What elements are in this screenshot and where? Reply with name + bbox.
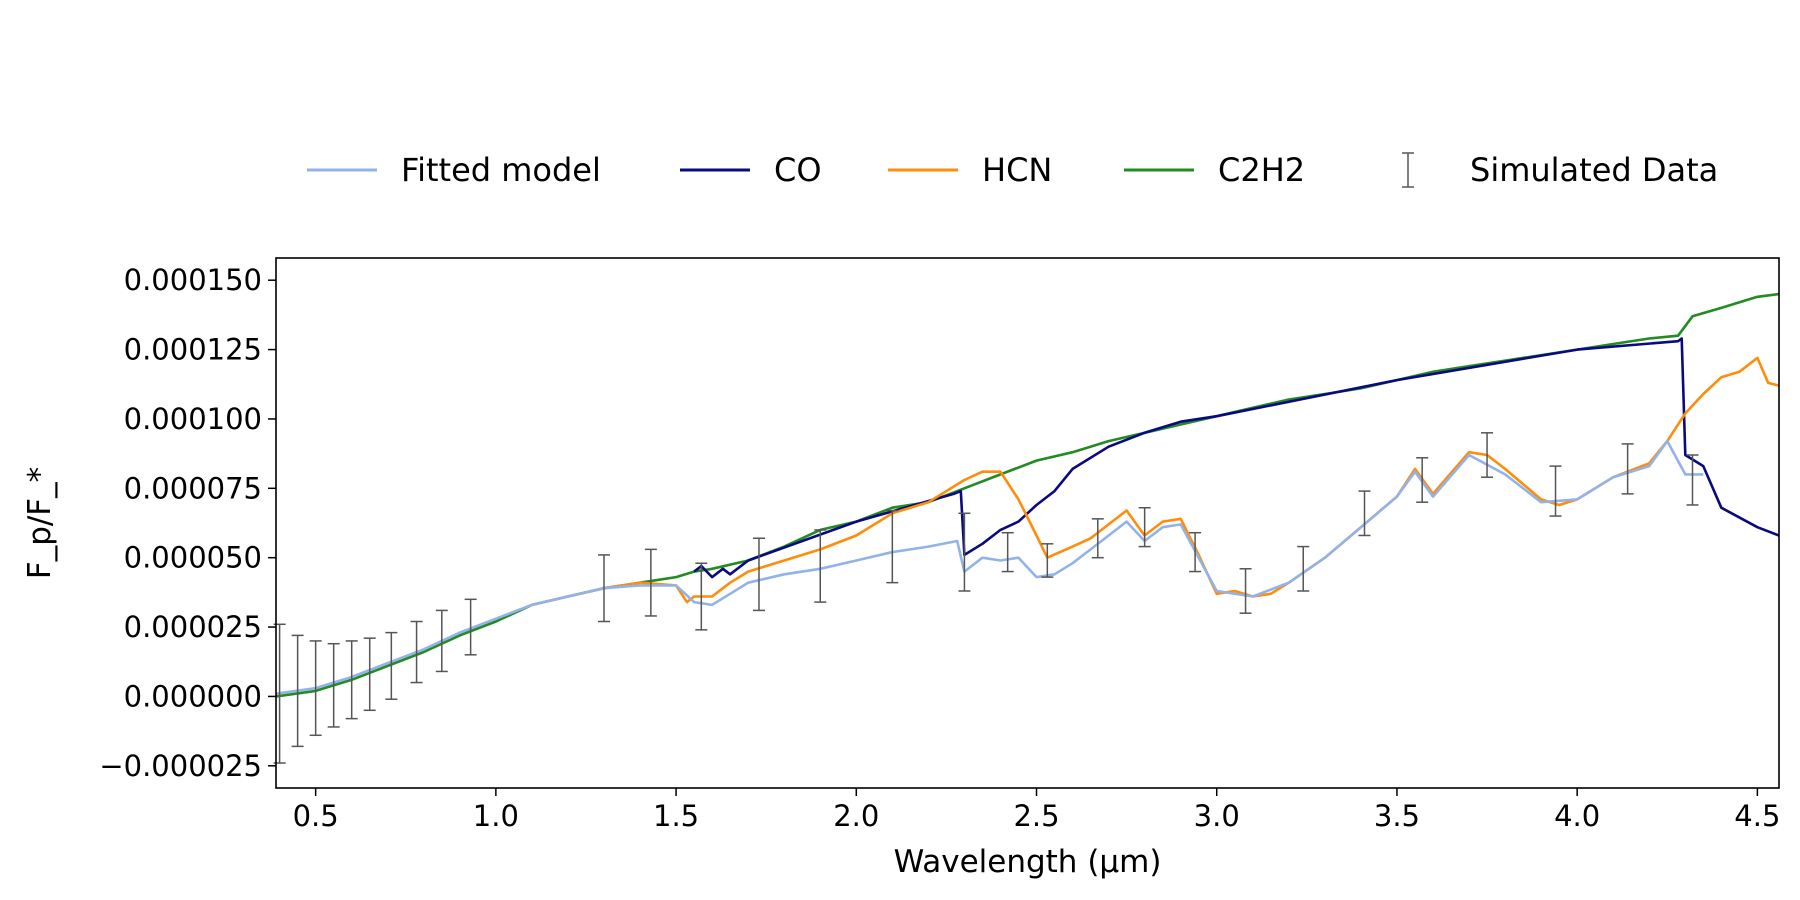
x-axis-label: Wavelength (μm) [894, 844, 1162, 880]
y-tick-label: 0.000125 [124, 333, 262, 367]
error-bar [435, 609, 448, 673]
legend-label: Simulated Data [1470, 151, 1718, 189]
error-bar [363, 637, 376, 712]
error-bar [1239, 568, 1252, 614]
y-tick-label: 0.000050 [124, 541, 262, 575]
error-bar [958, 512, 971, 592]
error-bar [597, 554, 610, 623]
error-bar [695, 562, 708, 631]
error-bar [1481, 432, 1494, 478]
error-bar [1091, 518, 1104, 559]
error-bar [410, 620, 423, 684]
legend-label: C2H2 [1218, 151, 1305, 189]
error-bar [1416, 457, 1429, 503]
error-bar [1358, 490, 1371, 537]
axes-frame [275, 257, 1780, 789]
plot-area [276, 292, 1779, 698]
error-bar [1189, 531, 1202, 573]
x-tick-label: 3.5 [1374, 799, 1420, 833]
error-bar [464, 598, 477, 656]
series-line-co [693, 337, 1779, 579]
x-tick-label: 2.5 [1013, 799, 1059, 833]
error-bar [1138, 506, 1151, 548]
x-tick-label: 1.5 [653, 799, 699, 833]
error-bar [385, 631, 398, 700]
y-tick-label: 0.000025 [124, 610, 262, 644]
legend-item: HCN [888, 151, 1052, 189]
y-tick-label: 0.000000 [124, 679, 262, 713]
legend-label: Fitted model [401, 151, 601, 189]
error-bar [345, 640, 358, 720]
x-tick-label: 4.0 [1554, 799, 1600, 833]
error-bar [327, 642, 340, 728]
y-tick-label: 0.000150 [124, 263, 262, 297]
x-tick-label: 4.5 [1734, 799, 1780, 833]
legend-item: Fitted model [307, 151, 601, 189]
y-axis: −0.000025 0.000000 0.000025 0.000050 0.00007… [99, 263, 276, 783]
x-tick-label: 1.0 [473, 799, 519, 833]
error-bar [1549, 465, 1562, 517]
error-bar [644, 548, 657, 617]
legend-label: CO [774, 151, 822, 189]
legend: Fitted model CO HCN C2H2 Simulated Data [307, 151, 1718, 189]
y-tick-label: −0.000025 [99, 749, 262, 783]
error-bar [752, 537, 765, 612]
legend-item: Simulated Data [1402, 151, 1718, 189]
legend-label: HCN [982, 151, 1052, 189]
error-bar [1041, 543, 1054, 578]
y-axis-label: F_p/F_* [22, 467, 58, 579]
x-tick-label: 0.5 [293, 799, 339, 833]
y-tick-label: 0.000075 [124, 471, 262, 505]
error-bars [273, 432, 1699, 764]
y-tick-label: 0.000100 [124, 402, 262, 436]
x-tick-label: 3.0 [1194, 799, 1240, 833]
error-bar [814, 529, 827, 603]
x-axis: 0.5 1.0 1.5 2.0 2.5 3.0 3.5 4.0 4.5 [293, 788, 1780, 833]
error-bar [886, 509, 899, 584]
error-bar [1297, 545, 1310, 592]
legend-item: C2H2 [1124, 151, 1305, 189]
error-bar [1686, 454, 1699, 506]
error-bar [309, 640, 322, 737]
error-bar [291, 634, 304, 748]
error-bar [1621, 443, 1634, 495]
series-line-fitted-model [276, 439, 1704, 695]
error-bar [1001, 531, 1014, 573]
legend-item: CO [680, 151, 822, 189]
x-tick-label: 2.0 [833, 799, 879, 833]
